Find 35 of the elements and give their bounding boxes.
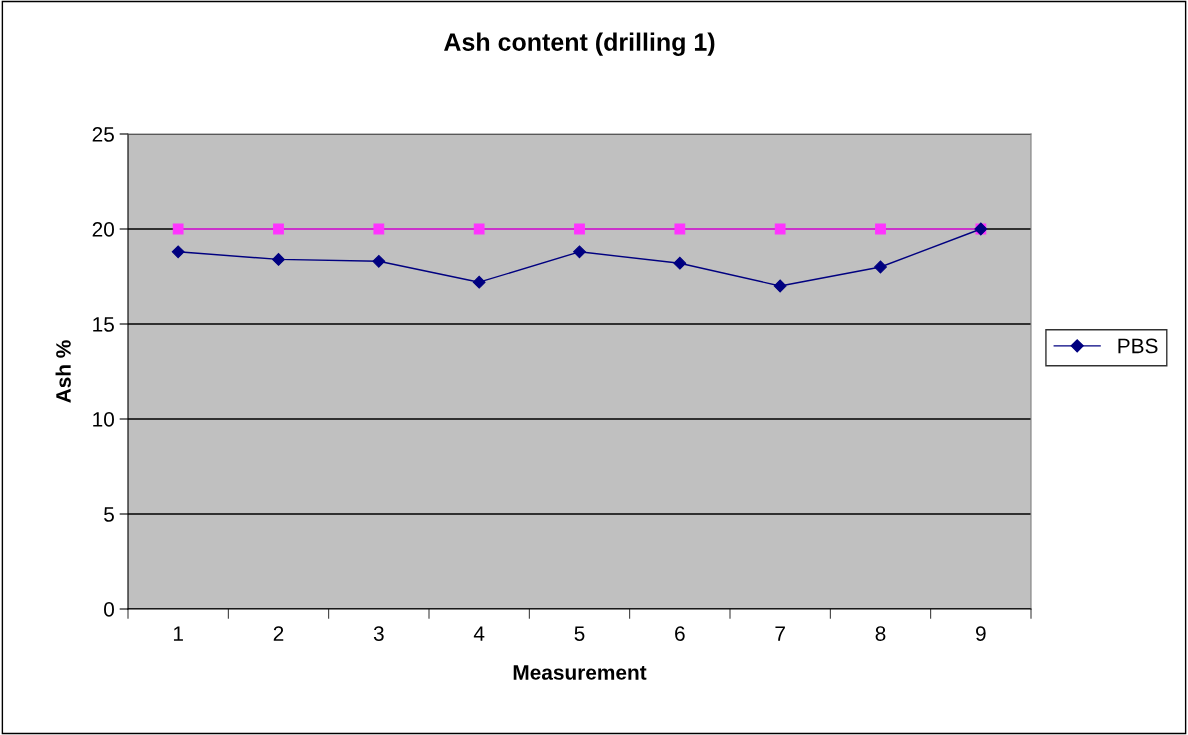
y-axis-title: Ash % <box>55 340 71 403</box>
point <box>874 260 887 274</box>
point <box>574 223 585 235</box>
point <box>273 223 284 235</box>
point <box>674 223 686 235</box>
x-tick-label: 8 <box>875 626 886 641</box>
y-tick-label: 0 <box>104 602 114 617</box>
point <box>573 245 586 259</box>
point <box>473 223 485 235</box>
point <box>773 279 787 293</box>
point <box>272 252 285 266</box>
x-tick-label: 1 <box>173 626 183 641</box>
chart-title: Ash content (drilling 1) <box>444 32 715 56</box>
x-tick-label: 5 <box>574 626 585 641</box>
y-tick-label: 15 <box>93 317 114 332</box>
y-tick-label: 25 <box>92 127 114 142</box>
x-tick-label: 4 <box>473 626 485 641</box>
x-tick-label: 6 <box>675 626 685 641</box>
point <box>673 256 687 270</box>
point <box>372 254 386 268</box>
x-tick-label: 2 <box>273 626 284 641</box>
point <box>774 223 786 235</box>
point <box>875 223 886 235</box>
x-tick-label: 3 <box>373 626 384 641</box>
y-tick-label: 5 <box>104 507 114 522</box>
point <box>373 223 385 235</box>
x-axis-title: Measurement <box>513 665 647 680</box>
x-tick-label: 7 <box>775 626 785 641</box>
x-tick-label: 9 <box>976 626 986 641</box>
point <box>472 275 486 289</box>
y-tick-label: 10 <box>93 412 114 427</box>
point <box>171 245 185 259</box>
point <box>172 223 184 235</box>
y-tick-label: 20 <box>92 222 114 237</box>
legend-label: PBS <box>1118 338 1158 354</box>
